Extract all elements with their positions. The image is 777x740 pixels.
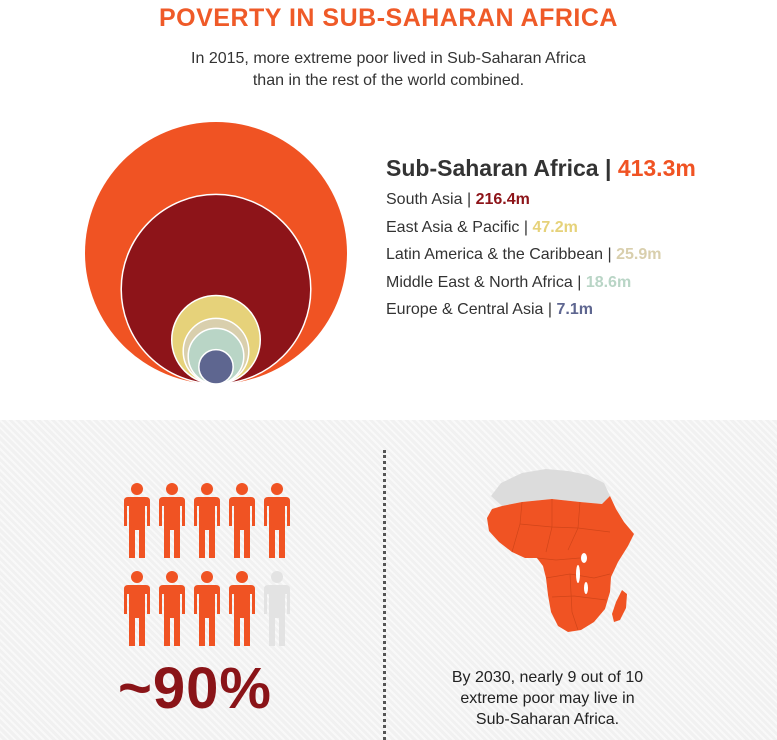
legend-name: South Asia <box>386 191 463 208</box>
bubble-legend: Sub-Saharan Africa | 413.3m South Asia |… <box>386 152 696 324</box>
legend-separator: | <box>577 273 582 291</box>
subtitle-line-2: than in the rest of the world combined. <box>252 72 525 89</box>
africa-map <box>487 469 634 632</box>
legend-name: Sub-Saharan Africa <box>386 155 599 181</box>
bottom-panel <box>0 420 777 740</box>
lakes <box>576 553 588 594</box>
person-icon <box>229 571 255 646</box>
page-subtitle: In 2015, more extreme poor lived in Sub-… <box>0 48 777 92</box>
north-africa-region <box>491 469 610 506</box>
legend-row-east-asia-pacific: East Asia & Pacific | 47.2m <box>386 214 696 242</box>
country-borders <box>511 499 611 631</box>
person-icon <box>124 571 150 646</box>
person-icon <box>159 483 185 558</box>
dotted-divider <box>383 450 386 740</box>
subtitle-line-1: In 2015, more extreme poor lived in Sub-… <box>191 50 586 67</box>
caption-line-3: Sub-Saharan Africa. <box>475 711 620 728</box>
bubble-europe-central-asia <box>198 348 234 385</box>
person-icon <box>264 571 290 646</box>
legend-value: 47.2m <box>532 218 578 236</box>
caption-line-2: extreme poor may live in <box>460 690 635 707</box>
person-icon <box>194 571 220 646</box>
legend-separator: | <box>604 155 612 181</box>
legend-name: Europe & Central Asia <box>386 301 544 318</box>
nested-bubble-chart <box>85 122 347 385</box>
legend-separator: | <box>607 246 612 263</box>
legend-row-europe-central-asia: Europe & Central Asia | 7.1m <box>386 296 696 324</box>
legend-name: Middle East & North Africa <box>386 273 573 291</box>
person-icon <box>159 571 185 646</box>
person-icon <box>124 483 150 558</box>
legend-value: 7.1m <box>556 301 593 318</box>
person-icon <box>229 483 255 558</box>
legend-separator: | <box>466 191 472 208</box>
legend-value: 18.6m <box>585 273 632 291</box>
legend-row-sub-saharan-africa: Sub-Saharan Africa | 413.3m <box>386 152 696 184</box>
person-icon <box>264 483 290 558</box>
page-title: POVERTY IN SUB-SAHARAN AFRICA <box>159 4 618 32</box>
map-caption: By 2030, nearly 9 out of 10 extreme poor… <box>430 667 665 730</box>
caption-line-1: By 2030, nearly 9 out of 10 <box>451 669 644 686</box>
person-icon <box>194 483 220 558</box>
legend-row-middle-east-north-africa: Middle East & North Africa | 18.6m <box>386 269 696 297</box>
legend-row-latin-america-caribbean: Latin America & the Caribbean | 25.9m <box>386 241 696 269</box>
sub-saharan-africa-region <box>487 496 634 632</box>
people-pictogram <box>124 483 290 646</box>
madagascar-region <box>612 590 627 622</box>
legend-row-south-asia: South Asia | 216.4m <box>386 186 696 214</box>
legend-separator: | <box>547 301 553 318</box>
legend-separator: | <box>523 218 528 236</box>
legend-value: 216.4m <box>475 191 530 208</box>
legend-value: 413.3m <box>617 155 696 181</box>
percent-label: ~90% <box>118 656 272 721</box>
legend-name: Latin America & the Caribbean <box>386 246 604 263</box>
legend-value: 25.9m <box>616 246 662 263</box>
legend-name: East Asia & Pacific <box>386 218 520 236</box>
